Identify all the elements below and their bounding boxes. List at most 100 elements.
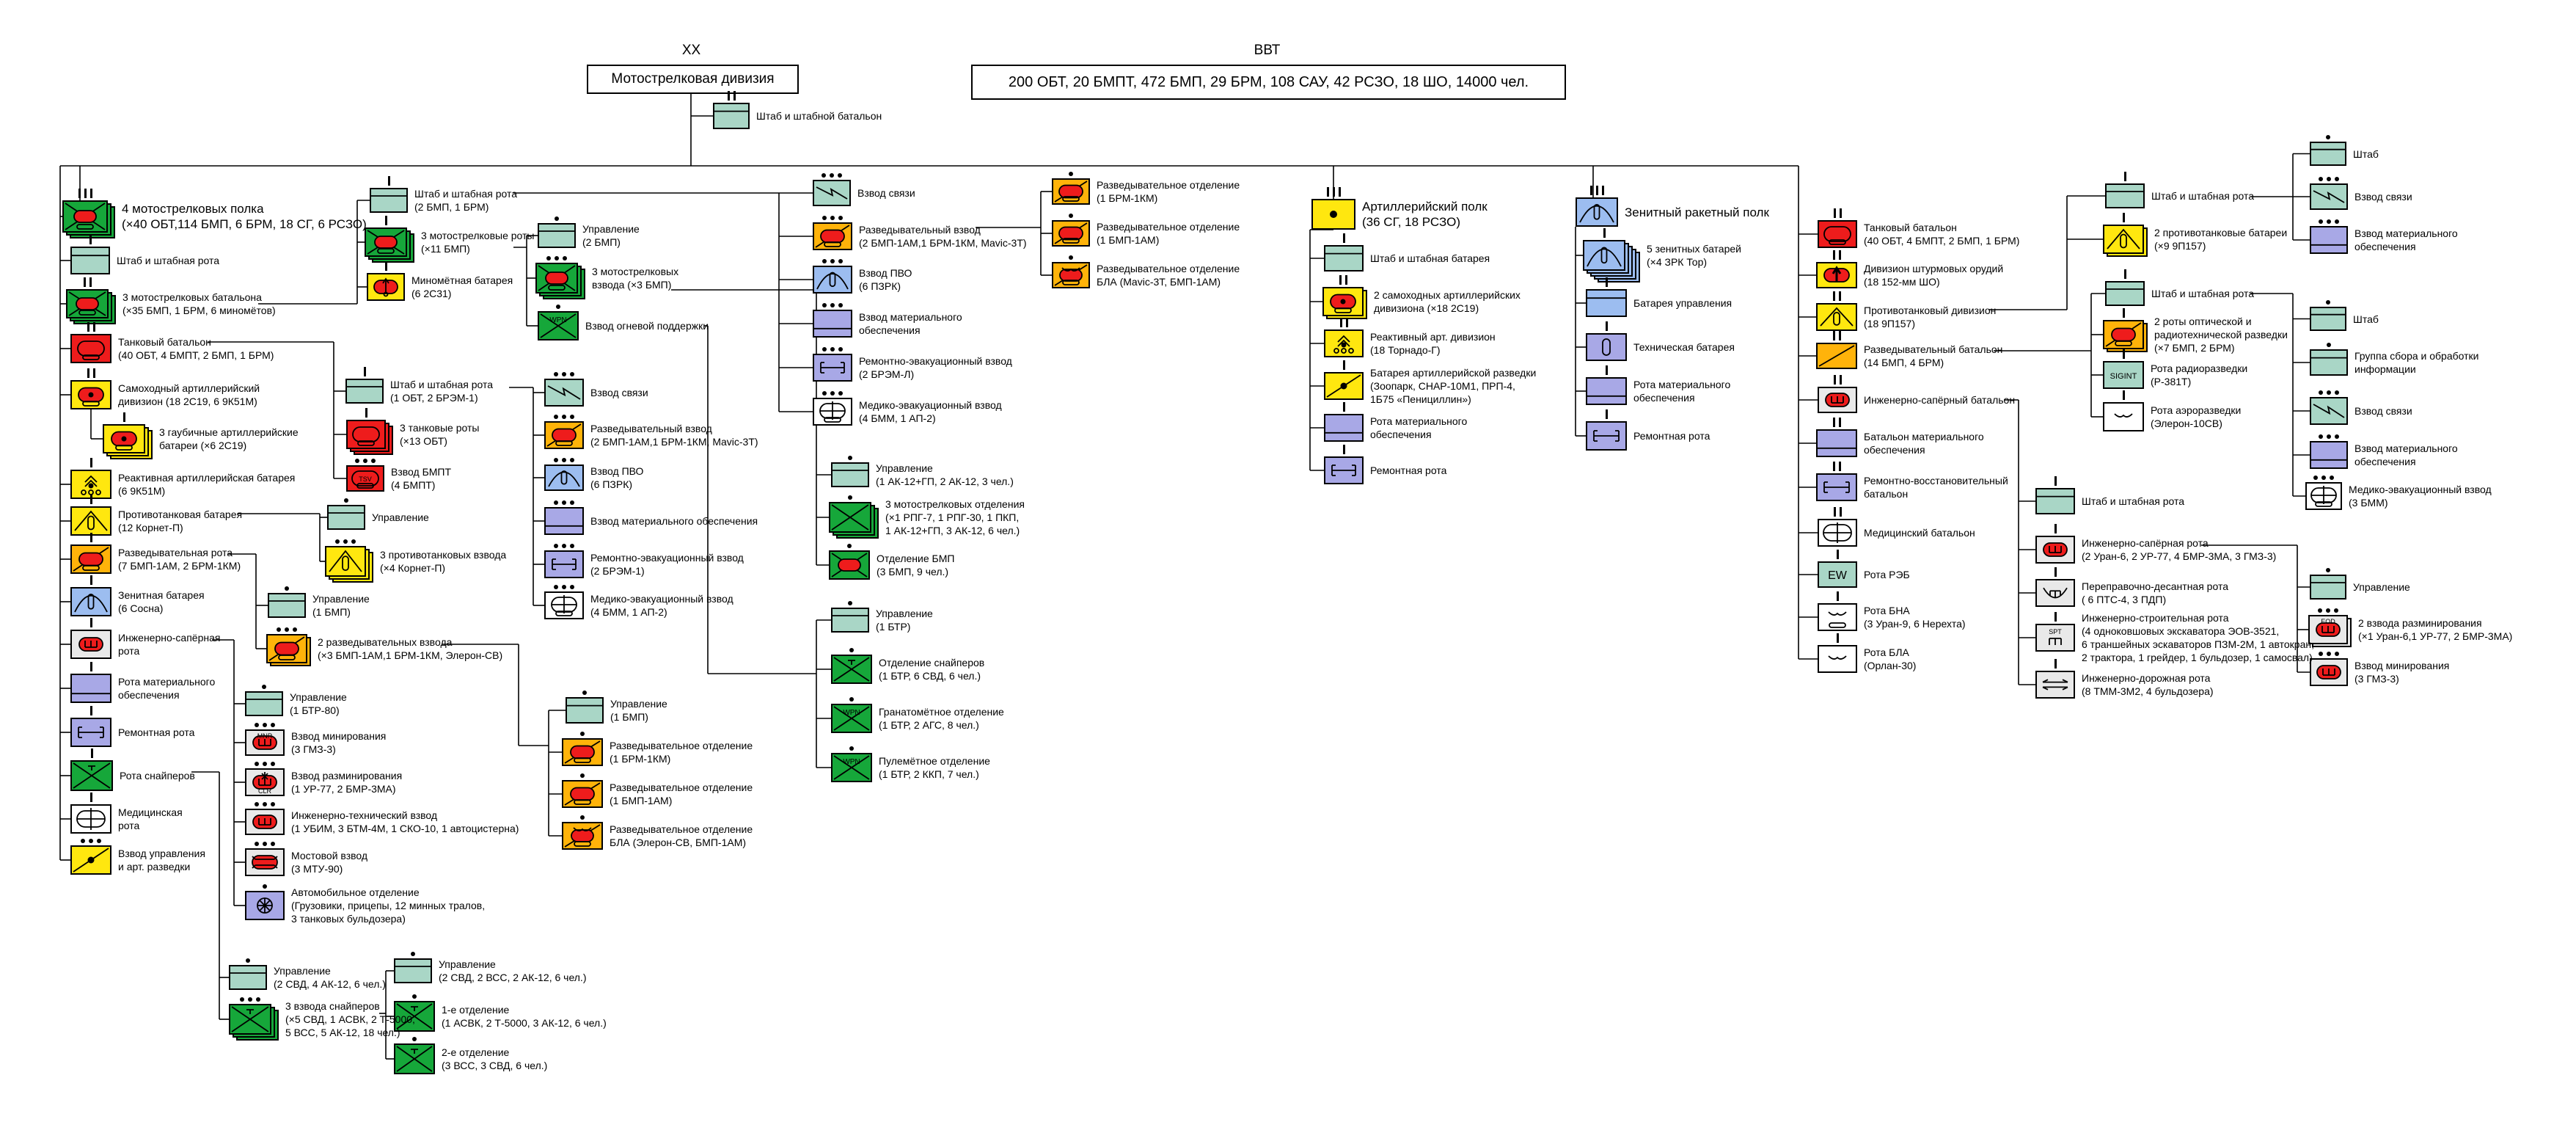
echelon-mark	[70, 321, 111, 332]
unit-label: Штаб	[2353, 313, 2379, 325]
recon-icon	[1816, 343, 1857, 369]
unit-label: Штаб и штабная батарея	[1370, 252, 1490, 264]
recon_mech-icon	[544, 421, 584, 449]
unit-label: Взвод управления и арт. разведки	[118, 848, 205, 872]
echelon-mark	[2310, 134, 2346, 139]
unit-label: Инженерно-строительная рота (4 одноковшов…	[2082, 612, 2314, 663]
ad-icon	[813, 266, 852, 294]
supply-icon	[1324, 414, 1364, 442]
wpn-icon: WPN	[831, 704, 872, 733]
signal-icon	[2310, 397, 2348, 425]
unit-label: Разведывательное отделение БЛА (Mavic-3Т,…	[1097, 263, 1240, 288]
sniper-icon	[831, 655, 872, 684]
supply-icon	[1816, 429, 1857, 457]
echelon-mark	[70, 494, 111, 504]
hq-icon	[370, 188, 408, 213]
echelon-mark	[1818, 374, 1857, 385]
mech-icon	[62, 200, 108, 233]
echelon-mark	[544, 413, 584, 419]
unit-label: Управление (1 АК-12+ГП, 2 АК-12, 3 чел.)	[876, 462, 1014, 487]
echelon-mark	[562, 772, 603, 778]
unit-label: Взвод ПВО (6 ПЗРК)	[859, 267, 912, 292]
echelon-mark	[365, 215, 407, 225]
echelon-mark	[1816, 461, 1857, 471]
ad-icon	[70, 587, 111, 616]
echelon-mark	[813, 172, 851, 178]
echelon-mark	[538, 303, 579, 309]
echelon-mark	[1816, 249, 1857, 260]
echelon-mark	[1818, 208, 1857, 218]
inf-icon	[829, 502, 871, 533]
med_evac-icon	[2305, 482, 2342, 510]
echelon-mark	[1324, 233, 1364, 243]
ad-icon	[544, 465, 584, 491]
unit-label: Взвод материального обеспечения	[2354, 227, 2458, 252]
unit-label: Рота БНА (3 Уран-9, 6 Нерехта)	[1864, 605, 1966, 630]
echelon-mark	[2310, 433, 2348, 439]
at-icon	[325, 546, 366, 577]
echelon-mark	[566, 689, 604, 695]
unit-label: Батарея артиллерийской разведки (Зоопарк,…	[1370, 367, 1537, 405]
echelon-mark	[1586, 409, 1627, 419]
unit-label: 2 роты оптической и радиотехнической разв…	[2154, 316, 2288, 354]
echelon-mark	[813, 390, 852, 396]
hq-icon	[229, 965, 267, 990]
unit-label: Штаб и штабная рота (2 БМП, 1 БРМ)	[414, 188, 518, 213]
unit-label: Автомобильное отделение (Грузовики, прице…	[291, 886, 486, 925]
hq-icon	[1324, 245, 1364, 272]
hq-icon	[268, 593, 306, 618]
spart-icon	[1322, 287, 1364, 316]
echelon-mark	[103, 412, 145, 422]
echelon-mark	[2103, 349, 2144, 359]
echelon-mark	[229, 996, 271, 1002]
echelon-mark	[1816, 417, 1857, 427]
echelon-mark	[831, 600, 869, 605]
mrl-icon	[70, 470, 111, 499]
maint-icon	[544, 550, 584, 578]
echelon-mark	[544, 456, 584, 462]
unit-label: Управление (1 БМП)	[312, 593, 370, 618]
ad-icon	[1576, 197, 1618, 227]
unit-label: Инженерно-сапёрный батальон	[1864, 394, 2016, 406]
recon_mech-icon	[1052, 178, 1090, 205]
unit-label: Взвод связи	[857, 187, 915, 199]
hq-icon	[538, 223, 576, 248]
unit-label: Зенитная батарея (6 Сосна)	[118, 589, 205, 614]
echelon-mark	[1052, 254, 1090, 260]
unit-label: Взвод огневой поддержки	[585, 320, 709, 332]
echelon-mark	[1052, 212, 1090, 218]
echelon-mark	[544, 499, 584, 505]
med_evac-icon	[544, 591, 584, 619]
supply-icon	[813, 310, 852, 338]
svg-text:CLR: CLR	[258, 787, 272, 795]
unit-label: Штаб и штабная рота	[2151, 288, 2255, 299]
unit-label: 3 мотострелковые роты (×11 БМП)	[421, 230, 535, 255]
hq-icon	[245, 691, 283, 716]
unit-label: Управление (1 БТР)	[876, 608, 933, 633]
echelon-mark	[245, 883, 285, 889]
recon_mech-icon	[562, 738, 603, 766]
ew-icon: EW	[1818, 561, 1857, 588]
unit-label: Ремонтно-эвакуационный взвод (2 БРЭМ-1)	[590, 552, 744, 577]
echelon-mark	[70, 457, 111, 467]
division-title: Мотострелковая дивизия	[611, 71, 775, 87]
wpn-icon: WPN	[831, 753, 872, 782]
uav-icon	[1818, 645, 1857, 673]
echelon-mark	[266, 626, 307, 632]
echelon-mark	[544, 583, 584, 589]
unit-label: Разведывательный батальон (14 БМП, 4 БРМ)	[1864, 343, 2003, 368]
hq-icon	[713, 103, 750, 129]
echelon-mark	[245, 840, 285, 846]
unit-label: 3 мотострелковых отделения (×1 РПГ-7, 1 Р…	[885, 498, 1025, 536]
unit-label: Штаб и штабная рота	[2082, 495, 2185, 507]
echelon-mark	[2310, 566, 2346, 572]
unit-label: Реактивный арт. дивизион (18 Торнадо-Г)	[1370, 331, 1496, 356]
armor-icon	[70, 334, 111, 363]
unit-label: Артиллерийский полк (36 СГ, 18 РСЗО)	[1362, 200, 1488, 229]
division-echelon: XX	[681, 43, 701, 58]
spart-icon	[103, 424, 145, 453]
svg-text:EW: EW	[1828, 569, 1848, 582]
signal-icon	[544, 379, 584, 407]
supply-icon	[544, 507, 584, 535]
echelon-mark	[62, 188, 108, 198]
